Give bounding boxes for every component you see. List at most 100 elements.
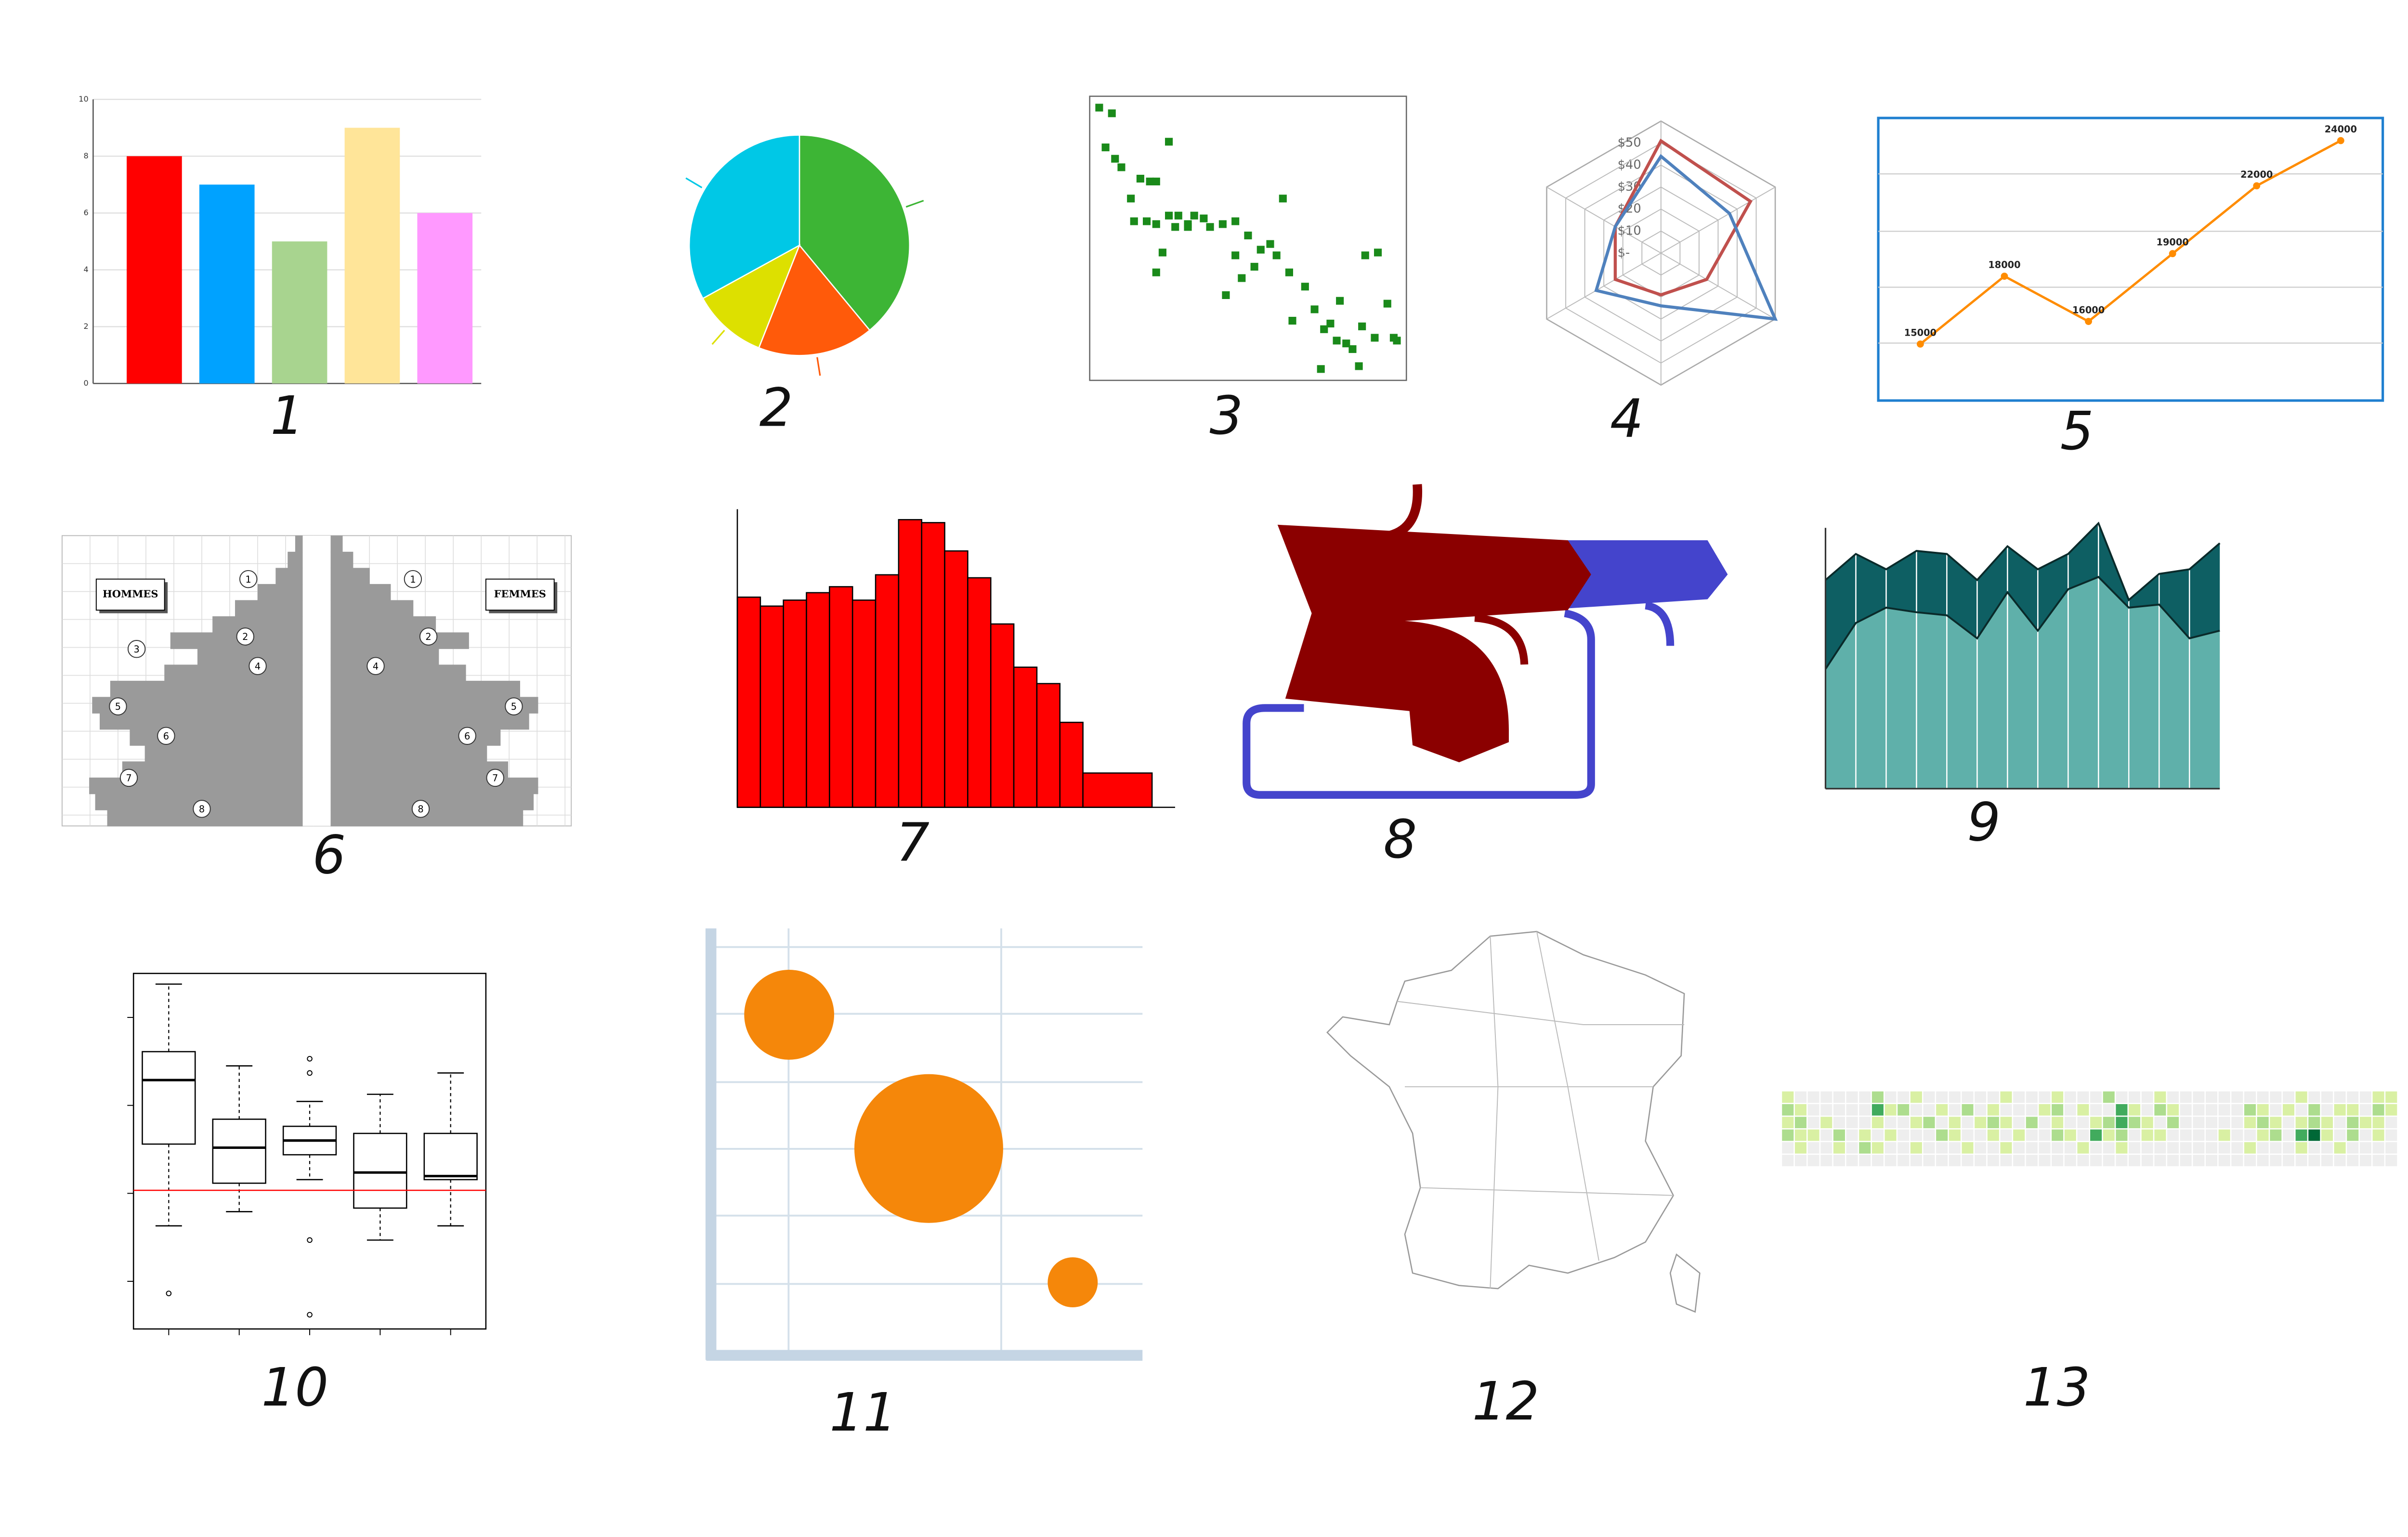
heat-cell xyxy=(2308,1104,2320,1116)
heat-cell xyxy=(2180,1104,2192,1116)
heat-cell xyxy=(2334,1104,2346,1116)
point xyxy=(1310,305,1319,313)
point xyxy=(1355,362,1363,370)
heat-cell xyxy=(2372,1155,2384,1167)
box xyxy=(423,1133,478,1181)
heat-cell xyxy=(2372,1091,2384,1103)
heat-cell xyxy=(2218,1104,2230,1116)
heat-cell xyxy=(2193,1142,2205,1154)
heat-cell xyxy=(1962,1142,1974,1154)
heat-cell xyxy=(2129,1117,2141,1129)
heat-cell xyxy=(2116,1142,2128,1154)
point xyxy=(1222,291,1230,299)
heat-cell xyxy=(2244,1142,2256,1154)
pie-slice xyxy=(758,244,871,356)
r-tick-label: $50 xyxy=(1618,136,1641,150)
heat-cell xyxy=(1949,1091,1961,1103)
heat-cell xyxy=(1820,1091,1832,1103)
heat-cell xyxy=(2039,1129,2051,1141)
heat-cell xyxy=(2334,1155,2346,1167)
pyramid-bar xyxy=(330,761,508,778)
heat-cell xyxy=(2154,1104,2166,1116)
plot-frame xyxy=(1877,117,2384,402)
point xyxy=(1238,274,1246,282)
heat-cell xyxy=(2000,1091,2012,1103)
heat-cell xyxy=(2359,1129,2371,1141)
heat-cell xyxy=(2077,1142,2089,1154)
pyramid-bar xyxy=(330,713,529,730)
hist-bar xyxy=(967,577,992,808)
heat-cell xyxy=(2372,1129,2384,1141)
point xyxy=(1200,214,1208,222)
heat-cell xyxy=(2244,1129,2256,1141)
heat-cell xyxy=(2347,1104,2359,1116)
heat-cell xyxy=(2141,1155,2153,1167)
annotation-circle xyxy=(404,570,422,588)
heat-cell xyxy=(2180,1142,2192,1154)
data-label: 22000 xyxy=(2240,169,2273,180)
hist-bar xyxy=(736,596,761,808)
heat-cell xyxy=(1820,1155,1832,1167)
bar xyxy=(272,241,327,384)
heat-cell xyxy=(2000,1104,2012,1116)
plot-frame xyxy=(132,973,487,1330)
hist-bar xyxy=(898,519,923,808)
annotation-circle xyxy=(127,640,146,658)
heat-cell xyxy=(1949,1142,1961,1154)
heat-cell xyxy=(2385,1091,2397,1103)
heat-cell xyxy=(2026,1104,2038,1116)
heat-cell xyxy=(2000,1129,2012,1141)
heat-cell xyxy=(2321,1155,2333,1167)
point xyxy=(1190,211,1198,220)
pyramid-bar xyxy=(330,745,487,762)
point xyxy=(1336,297,1344,305)
flier xyxy=(307,1312,313,1318)
flow-hook xyxy=(1645,601,1675,646)
pyramid-bar xyxy=(330,616,436,633)
heat-cell xyxy=(2295,1142,2307,1154)
heat-cell xyxy=(2218,1117,2230,1129)
radar-line xyxy=(1594,154,1778,321)
bubble xyxy=(854,1074,1003,1223)
annotation: 4 xyxy=(373,661,379,672)
heat-cell xyxy=(2295,1117,2307,1129)
pyramid-bar xyxy=(330,777,538,795)
annotation-circle xyxy=(157,727,175,745)
heat-cell xyxy=(2013,1129,2025,1141)
hist-bar xyxy=(759,605,784,808)
caption: 1 xyxy=(270,385,304,446)
point xyxy=(2085,318,2092,325)
point xyxy=(1916,340,1924,348)
heat-cell xyxy=(1987,1142,1999,1154)
heat-cell xyxy=(1923,1129,1935,1141)
pyramid-bar xyxy=(235,600,303,617)
heat-cell xyxy=(2295,1155,2307,1167)
heat-cell xyxy=(1846,1117,1858,1129)
heat-cell xyxy=(2013,1155,2025,1167)
pie-slice xyxy=(702,244,801,349)
heat-cell xyxy=(2154,1155,2166,1167)
heat-cell xyxy=(2129,1155,2141,1167)
heat-cell xyxy=(2205,1091,2218,1103)
heat-cell xyxy=(2141,1129,2153,1141)
heat-cell xyxy=(2282,1129,2295,1141)
legend-box xyxy=(485,578,555,611)
heat-cell xyxy=(1820,1104,1832,1116)
heat-cell xyxy=(1833,1142,1845,1154)
heat-cell xyxy=(2205,1117,2218,1129)
annotation: 5 xyxy=(511,701,517,712)
point xyxy=(1301,283,1309,291)
heat-cell xyxy=(2180,1155,2192,1167)
data-label: 16000 xyxy=(2072,304,2105,315)
point xyxy=(1326,319,1335,327)
heat-cell xyxy=(2141,1091,2153,1103)
heat-cell xyxy=(1975,1091,1987,1103)
heat-cell xyxy=(2244,1155,2256,1167)
region-borders xyxy=(1397,931,1685,1289)
annotation-circle xyxy=(419,627,438,646)
pyramid-bar xyxy=(99,713,303,730)
pyramid-bar xyxy=(122,761,303,778)
heat-cell xyxy=(1833,1129,1845,1141)
heat-cell xyxy=(2231,1117,2243,1129)
